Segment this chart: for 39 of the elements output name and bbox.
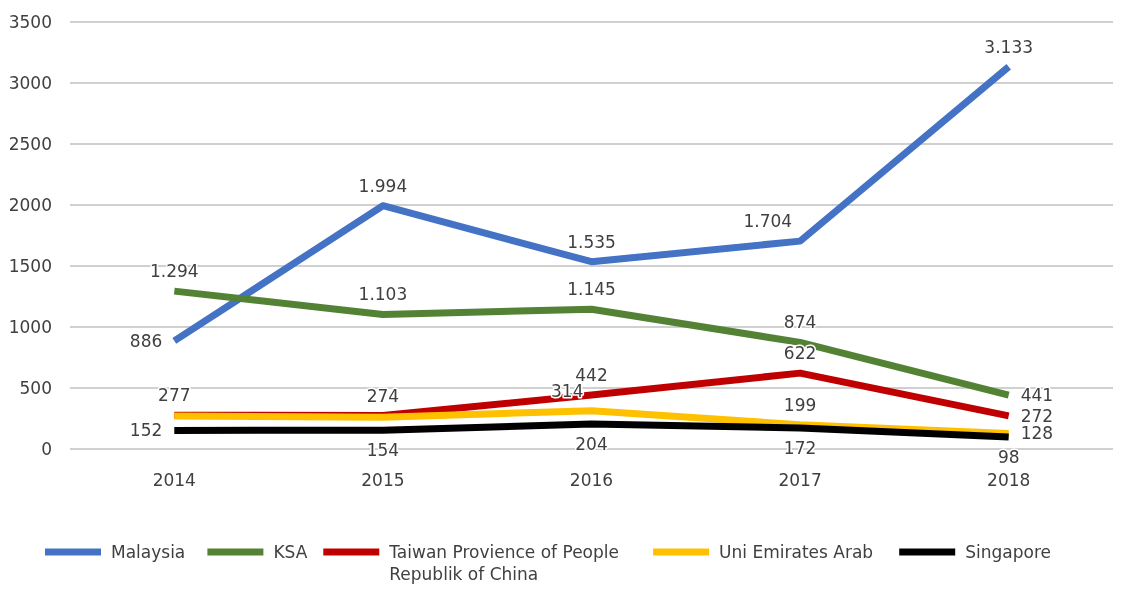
y-tick-label: 1500: [8, 256, 52, 276]
data-label: 199: [783, 394, 817, 415]
y-tick-label: 0: [41, 439, 52, 459]
y-tick-label: 3000: [8, 73, 52, 93]
y-tick-label: 2000: [8, 195, 52, 215]
data-label: 3.133: [984, 36, 1034, 57]
data-label: 1.103: [358, 284, 408, 305]
legend-label: Taiwan Provience of People Republik of China: [388, 542, 619, 584]
data-label: 1.704: [743, 211, 793, 232]
x-tick-label: 2017: [778, 470, 822, 490]
data-label: 441: [1020, 385, 1054, 406]
data-label: 154: [366, 440, 400, 461]
x-tick-label: 2018: [987, 470, 1031, 490]
data-label: 1.535: [567, 231, 616, 252]
x-tick-label: 2015: [361, 470, 405, 490]
data-label: 1.294: [149, 261, 199, 282]
legend-label: Singapore: [965, 542, 1051, 562]
y-tick-label: 1000: [8, 317, 52, 337]
y-tick-label: 500: [19, 378, 52, 398]
x-tick-label: 2016: [569, 470, 614, 490]
data-label: 1.994: [358, 175, 408, 196]
legend-label: KSA: [273, 542, 308, 562]
legend-label: Malaysia: [111, 542, 186, 562]
data-label: 277: [158, 385, 191, 406]
y-tick-label: 2500: [8, 134, 52, 154]
data-label: 128: [1020, 423, 1054, 444]
data-label: 1.145: [567, 279, 616, 300]
legend-label: Uni Emirates Arab: [719, 542, 874, 562]
data-label: 204: [575, 434, 608, 455]
data-label: 272: [1020, 405, 1054, 426]
data-label: 152: [129, 420, 163, 441]
data-label: 874: [783, 312, 817, 333]
x-tick-label: 2014: [152, 470, 196, 490]
data-label: 172: [783, 438, 817, 459]
data-label: 274: [366, 385, 400, 406]
data-label: 98: [997, 447, 1020, 468]
y-tick-label: 3500: [8, 12, 52, 32]
data-label: 622: [783, 343, 817, 364]
data-label: 886: [129, 330, 163, 351]
